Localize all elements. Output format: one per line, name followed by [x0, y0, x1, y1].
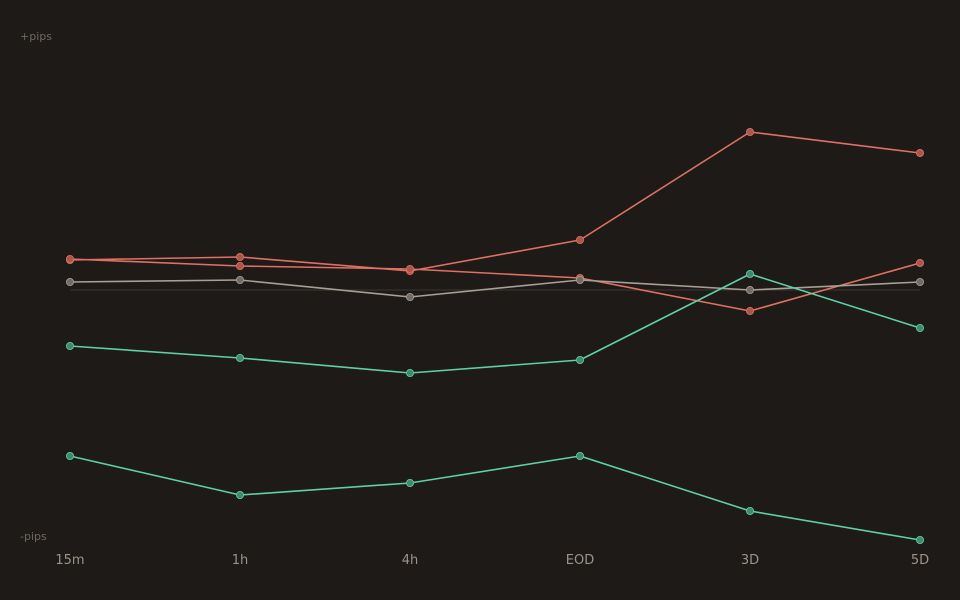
series-3-point	[235, 275, 244, 284]
x-axis-ticks: 15m 1h 4h EOD 3D 5D	[55, 553, 929, 568]
series-4-line	[69, 273, 921, 374]
series-1-point	[746, 127, 755, 136]
y-axis-top-label: +pips	[20, 30, 52, 43]
series-1	[66, 127, 925, 275]
series-2-point	[916, 258, 925, 267]
series-3	[66, 275, 925, 301]
series-3-point	[916, 277, 925, 286]
series-5-point	[576, 451, 585, 460]
series-3-line	[69, 279, 921, 298]
series-1-point	[576, 235, 585, 244]
x-tick-label: 5D	[911, 553, 929, 568]
series-4-point	[235, 353, 244, 362]
series-2-point	[66, 254, 75, 263]
series-4-point	[405, 368, 414, 377]
x-tick-label: 4h	[402, 553, 419, 568]
series-4-point	[916, 323, 925, 332]
series-layer	[66, 127, 925, 545]
series-5-point	[66, 451, 75, 460]
series-2-point	[235, 261, 244, 270]
series-3-point	[66, 277, 75, 286]
series-4-point	[576, 355, 585, 364]
series-5-point	[235, 490, 244, 499]
series-2-point	[405, 264, 414, 273]
series-5-line	[69, 455, 921, 541]
series-2	[66, 254, 925, 315]
series-5-point	[746, 506, 755, 515]
series-5-point	[916, 536, 925, 545]
x-tick-label: 15m	[55, 553, 84, 568]
x-tick-label: EOD	[566, 553, 594, 568]
series-4	[66, 269, 925, 377]
y-axis-bottom-label: -pips	[20, 530, 47, 543]
series-4-point	[66, 341, 75, 350]
series-2-point	[746, 306, 755, 315]
series-2-line	[69, 258, 921, 312]
series-5	[66, 451, 925, 545]
series-3-point	[746, 285, 755, 294]
series-1-point	[235, 252, 244, 261]
x-tick-label: 1h	[232, 553, 249, 568]
series-3-point	[405, 292, 414, 301]
series-1-line	[69, 131, 921, 272]
x-tick-label: 3D	[741, 553, 759, 568]
series-5-point	[405, 478, 414, 487]
series-3-point	[576, 275, 585, 284]
series-4-point	[746, 269, 755, 278]
series-1-point	[916, 148, 925, 157]
